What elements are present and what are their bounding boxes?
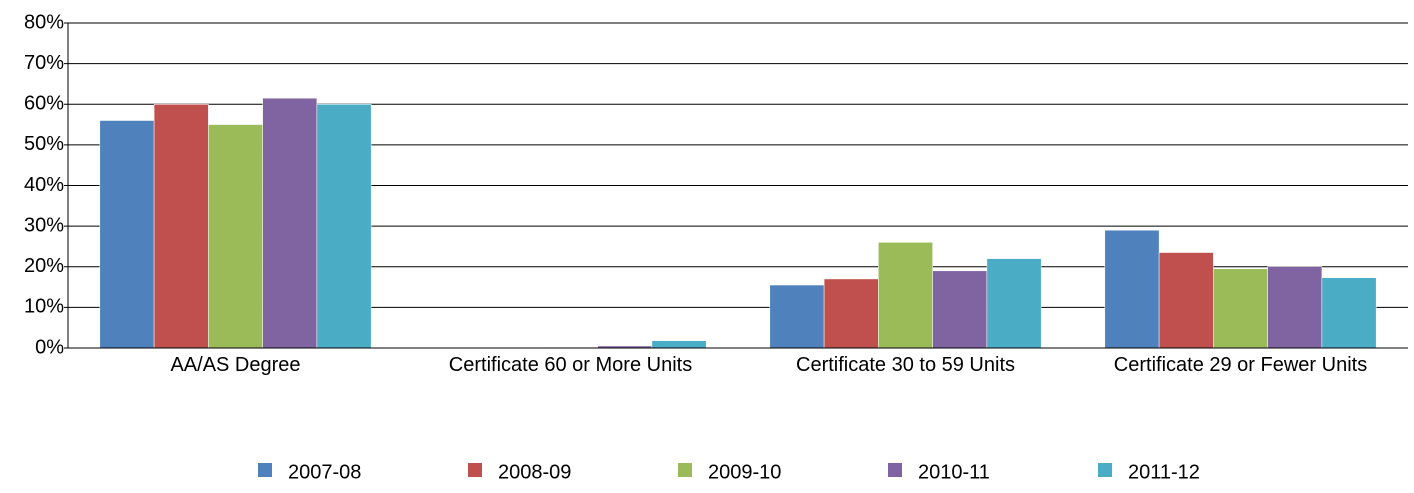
- bar: [99, 120, 155, 349]
- legend-swatch: [1098, 463, 1112, 477]
- bar: [1104, 229, 1160, 349]
- y-tick-label: 10%: [24, 296, 64, 318]
- x-tick-label: Certificate 30 to 59 Units: [796, 354, 1015, 376]
- legend-label: 2007-08: [288, 461, 361, 483]
- legend-swatch: [678, 463, 692, 477]
- bar: [932, 270, 988, 349]
- y-tick-label: 30%: [24, 214, 64, 236]
- x-tick-label: Certificate 29 or Fewer Units: [1113, 354, 1368, 376]
- legend-swatch: [888, 463, 902, 477]
- bar: [878, 242, 933, 349]
- legend-label: 2008-09: [498, 461, 571, 483]
- bar: [986, 258, 1042, 349]
- bar: [1267, 266, 1323, 349]
- y-tick-label: 80%: [24, 11, 64, 33]
- x-tick-label: Certificate 60 or More Units: [448, 354, 693, 376]
- x-tick-label: AA/AS Degree: [170, 354, 301, 376]
- bar: [1158, 252, 1214, 349]
- legend-swatch: [468, 463, 482, 477]
- legend-swatch: [258, 463, 272, 477]
- legend-label: 2011-12: [1128, 461, 1200, 483]
- y-tick-label: 60%: [24, 93, 64, 115]
- y-tick-label: 0%: [35, 336, 64, 358]
- bar: [1321, 277, 1377, 349]
- bar: [316, 104, 372, 349]
- bar: [769, 284, 825, 349]
- y-tick-label: 20%: [24, 255, 64, 277]
- bar: [208, 124, 263, 349]
- y-tick-label: 40%: [24, 174, 64, 196]
- legend-label: 2009-10: [708, 461, 781, 483]
- bar: [651, 340, 707, 349]
- y-tick-label: 70%: [24, 52, 64, 74]
- bar: [823, 278, 879, 349]
- legend-label: 2010-11: [918, 461, 990, 483]
- bar: [1213, 268, 1268, 349]
- bar: [153, 104, 209, 349]
- y-tick-label: 50%: [24, 133, 64, 155]
- bar: [262, 97, 318, 349]
